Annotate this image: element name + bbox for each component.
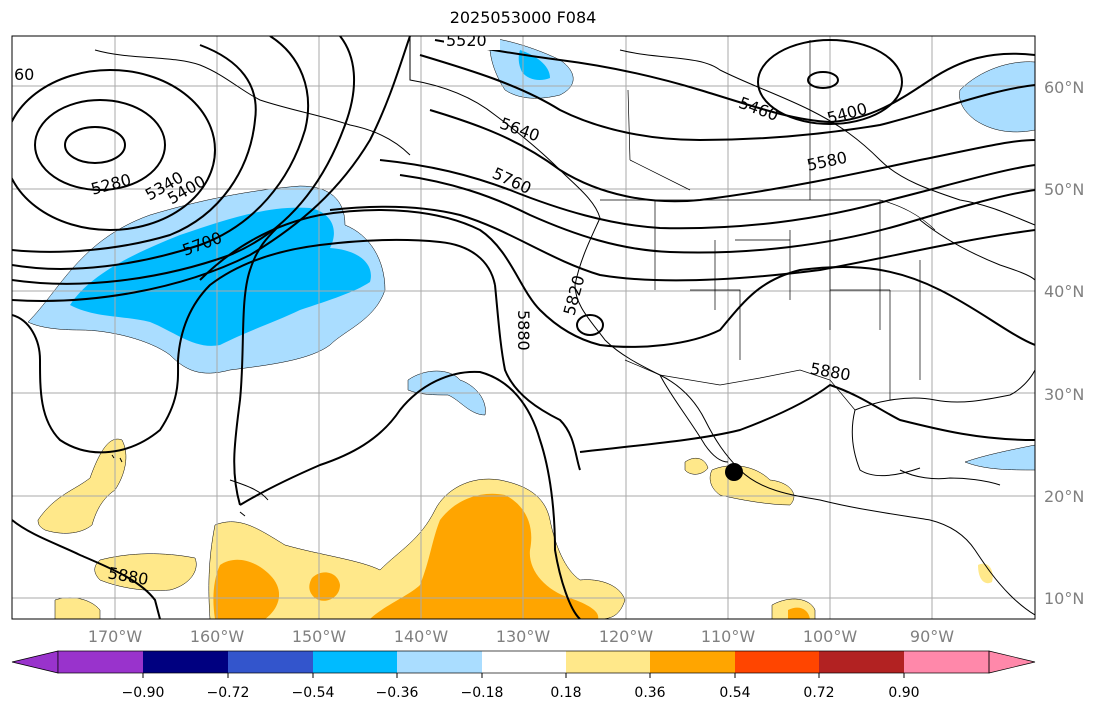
colorbar-extend-high: [988, 650, 1036, 674]
lat-label: 30°N: [1044, 385, 1084, 404]
contour-label: 5520: [446, 31, 487, 50]
latitude-labels: 60°N 50°N 40°N 30°N 20°N 10°N: [1044, 78, 1084, 608]
colorbar-segment: [143, 651, 228, 673]
colorbar-segment: [904, 651, 989, 673]
colorbar-tick-label: −0.90: [122, 685, 165, 701]
colorbar-segment: [566, 651, 650, 673]
colorbar-tick-label: −0.54: [292, 685, 335, 701]
colorbar-segment: [735, 651, 819, 673]
map-title: 2025053000 F084: [449, 8, 597, 27]
colorbar-tick-label: 0.18: [550, 685, 581, 701]
gridlines: [12, 36, 1035, 619]
lon-label: 160°W: [190, 627, 245, 646]
lon-label: 100°W: [803, 627, 858, 646]
colorbar-tick-label: 0.36: [634, 685, 665, 701]
colorbar-tick-label: −0.18: [461, 685, 504, 701]
lon-label: 130°W: [496, 627, 551, 646]
colorbar-segment: [58, 651, 143, 673]
lon-label: 170°W: [88, 627, 143, 646]
colorbar-tick-label: 0.72: [803, 685, 834, 701]
colorbar: −0.90 −0.72 −0.54 −0.36 −0.18 0.18 0.36 …: [11, 650, 1036, 701]
colorbar-tick-label: 0.90: [888, 685, 919, 701]
positive-anomaly-shading: [37, 438, 993, 619]
height-contours: [12, 36, 1035, 619]
lon-label: 140°W: [394, 627, 449, 646]
colorbar-segment: [819, 651, 904, 673]
lat-label: 50°N: [1044, 180, 1084, 199]
lat-label: 10°N: [1044, 589, 1084, 608]
lat-label: 60°N: [1044, 78, 1084, 97]
contour-label: 5880: [514, 310, 533, 351]
colorbar-segment: [228, 651, 313, 673]
lat-label: 20°N: [1044, 487, 1084, 506]
map-frame: [11, 35, 1036, 620]
lon-label: 150°W: [292, 627, 347, 646]
lon-label: 90°W: [910, 627, 954, 646]
lon-label: 120°W: [599, 627, 654, 646]
colorbar-segment: [397, 651, 482, 673]
colorbar-tick-label: 0.54: [719, 685, 750, 701]
colorbar-segment: [650, 651, 735, 673]
colorbar-tick-label: −0.72: [207, 685, 250, 701]
storm-center-marker: [725, 463, 743, 481]
lat-label: 40°N: [1044, 282, 1084, 301]
longitude-labels: 170°W 160°W 150°W 140°W 130°W 120°W 110°…: [88, 627, 954, 646]
colorbar-tick-label: −0.36: [376, 685, 419, 701]
colorbar-segment: [482, 651, 566, 673]
contour-label: 60: [14, 65, 34, 84]
colorbar-segment: [313, 651, 397, 673]
lon-label: 110°W: [701, 627, 756, 646]
colorbar-extend-low: [11, 650, 59, 674]
map-area: 5520 60 5460 5400 5640 5580 5280 5340 54…: [12, 31, 1035, 619]
